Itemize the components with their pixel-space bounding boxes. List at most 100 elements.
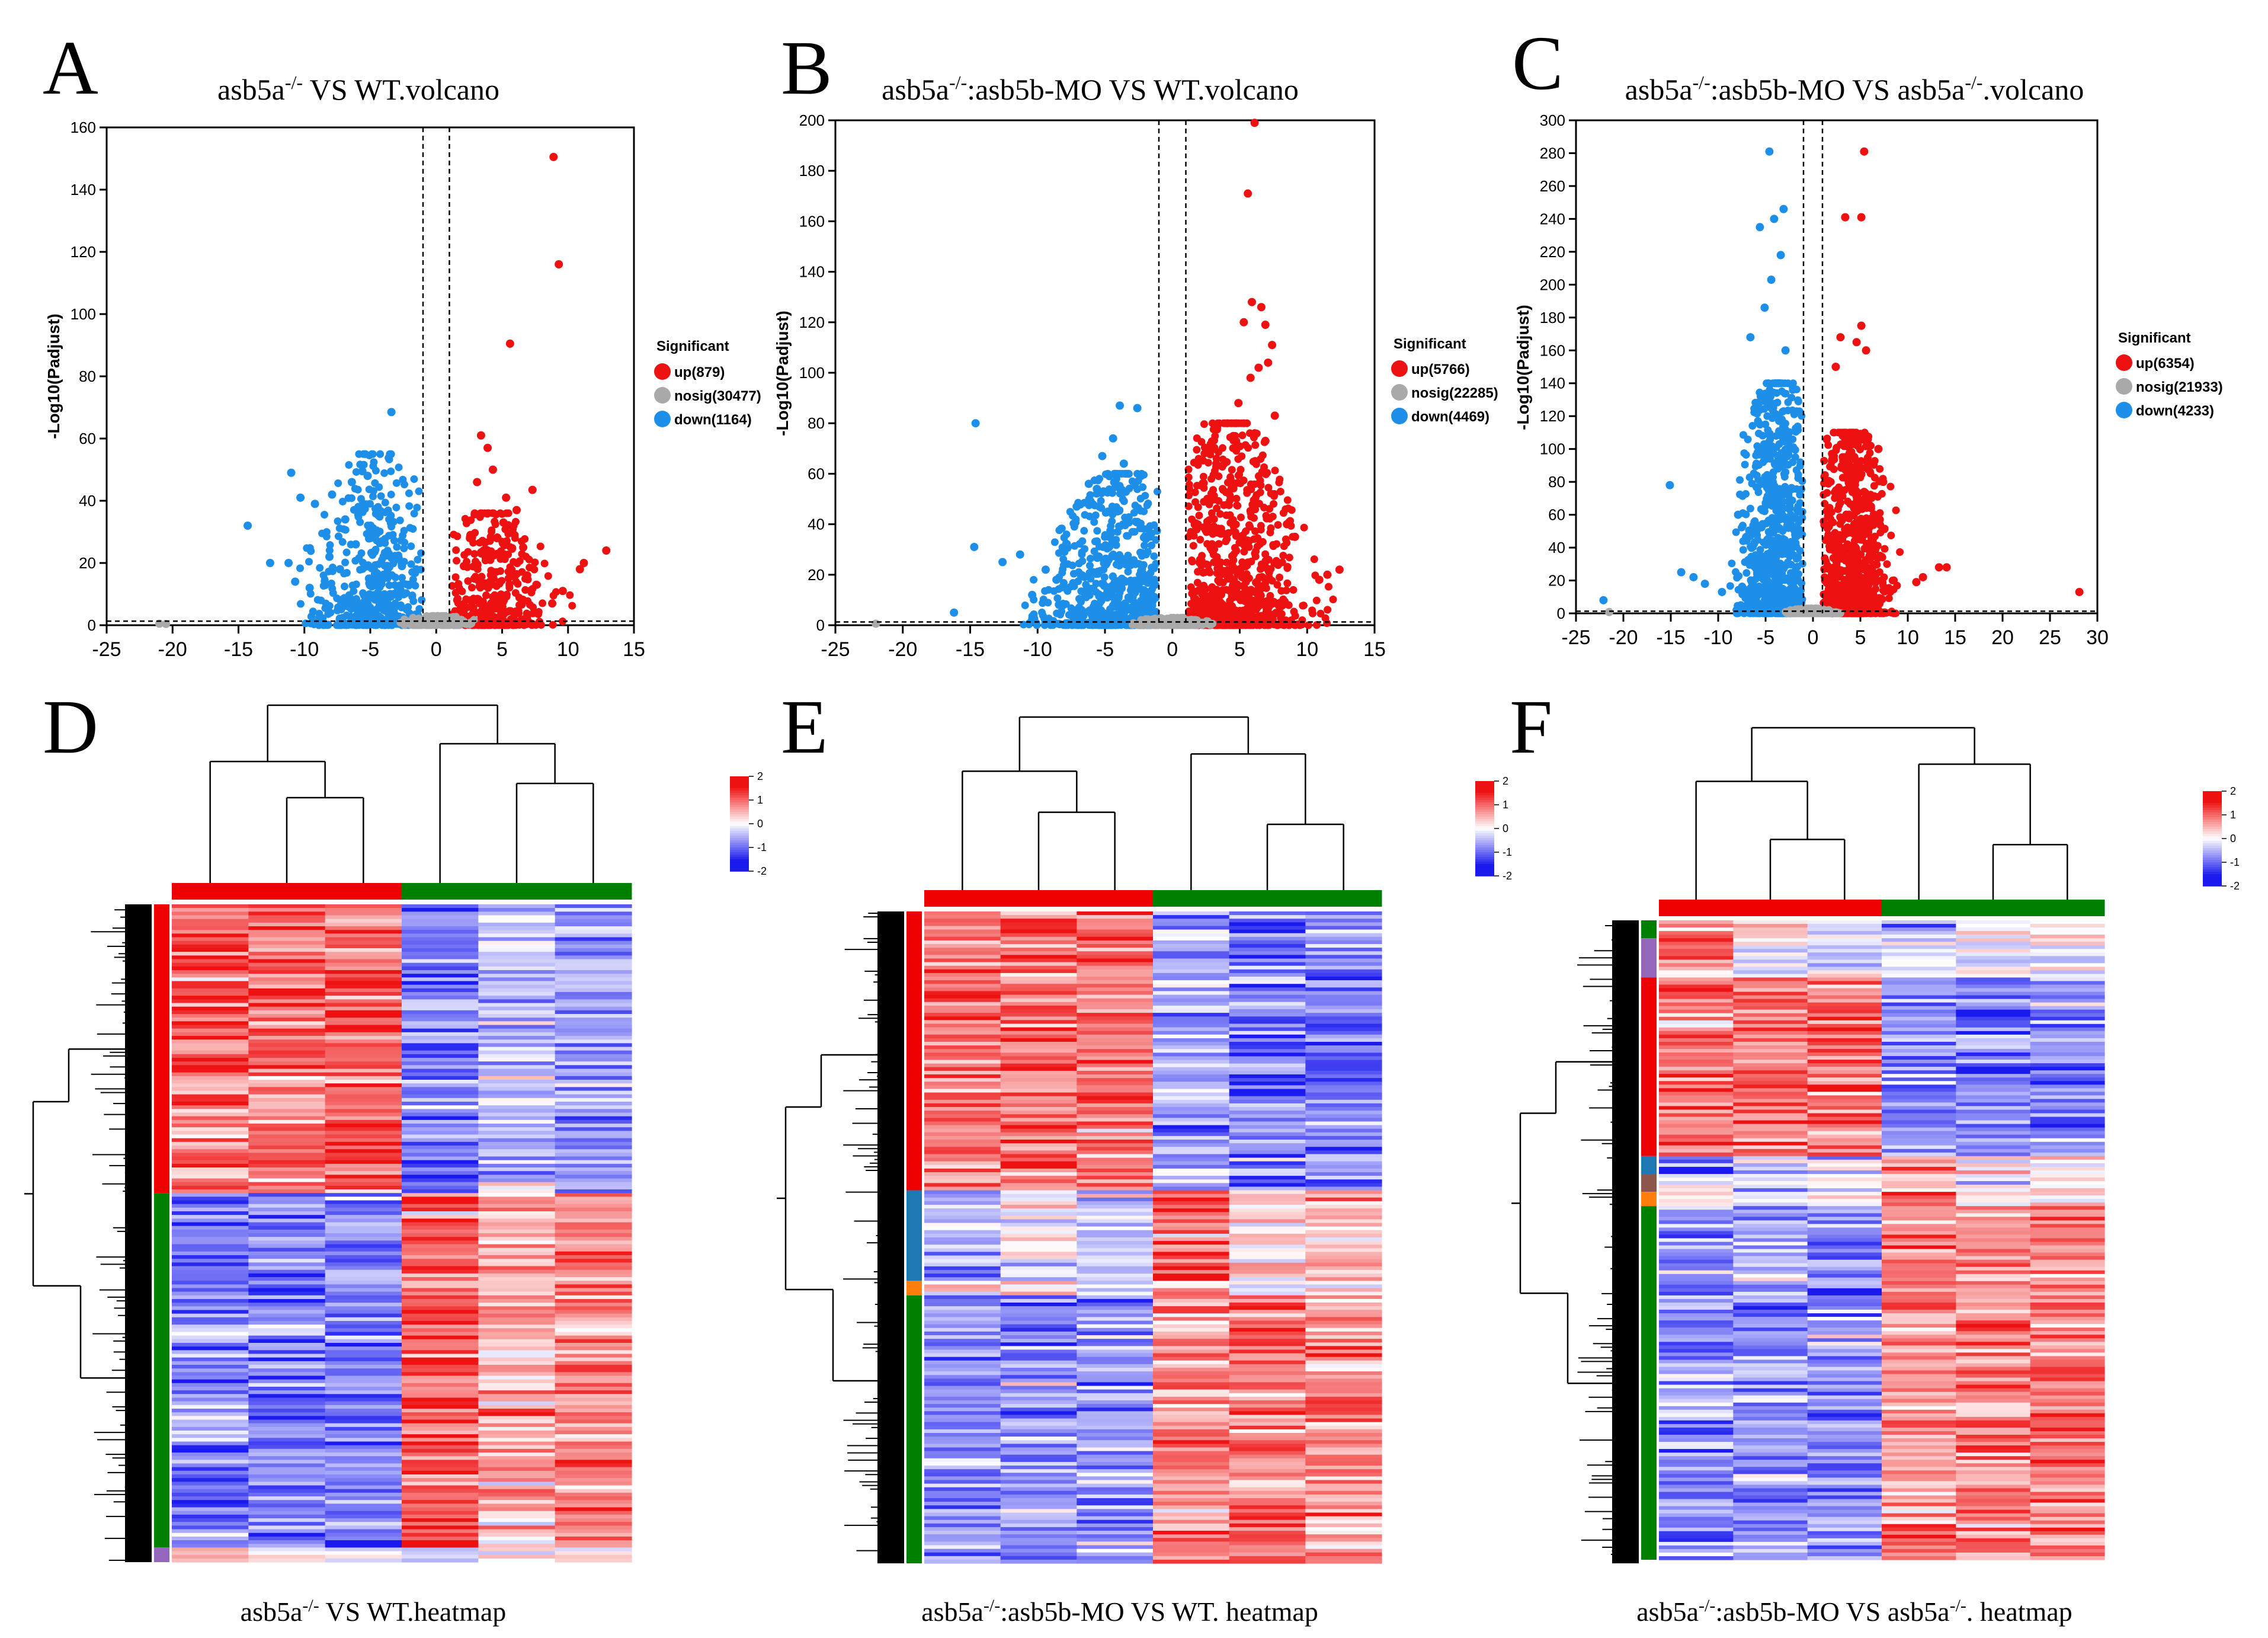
up-point (1223, 419, 1232, 427)
up-point (462, 519, 470, 527)
up-point (1229, 593, 1237, 602)
down-point (328, 567, 337, 575)
down-point (1059, 555, 1068, 564)
up-point (1244, 444, 1252, 452)
y-tick-label: 120 (1540, 407, 1565, 425)
up-point (1851, 440, 1859, 449)
up-point (1256, 582, 1264, 590)
x-tick-label: 0 (1808, 626, 1819, 649)
up-point (1234, 471, 1242, 479)
down-point (341, 582, 349, 590)
down-point (350, 616, 358, 624)
up-point (1200, 420, 1208, 428)
y-tick-label: 80 (1548, 473, 1565, 491)
down-point (398, 574, 406, 582)
up-point (1321, 614, 1330, 622)
y-tick-label: 40 (808, 516, 825, 533)
up-point (534, 607, 543, 616)
up-point (1287, 506, 1296, 514)
down-point (1742, 533, 1750, 541)
up-point (1234, 399, 1243, 408)
up-point (1190, 587, 1198, 596)
down-point (1736, 476, 1744, 484)
nosig-point (1173, 618, 1182, 627)
down-point (316, 564, 324, 572)
up-point (1276, 573, 1284, 581)
y-tick-label: 40 (79, 492, 96, 510)
up-point (1323, 570, 1332, 579)
y-tick-label: 60 (1548, 506, 1565, 524)
up-point (1199, 479, 1207, 488)
up-point (470, 550, 479, 558)
down-point (1778, 593, 1786, 601)
down-point (1150, 521, 1158, 529)
down-point (353, 595, 361, 603)
down-point (315, 613, 323, 622)
up-point (462, 595, 470, 603)
down-point (407, 542, 415, 551)
down-point (371, 466, 380, 475)
y-tick-label: 20 (808, 566, 825, 584)
up-point (1829, 554, 1837, 562)
down-point (410, 510, 418, 518)
nosig-point (451, 619, 460, 628)
up-point (526, 601, 534, 609)
down-point (1760, 457, 1768, 465)
down-point (387, 523, 396, 531)
up-point (1210, 436, 1219, 444)
up-point (1199, 472, 1207, 481)
up-point (476, 431, 485, 440)
up-point (1194, 503, 1202, 511)
y-tick-label: 0 (816, 616, 825, 634)
y-tick-label: 20 (79, 554, 96, 572)
down-point (971, 419, 980, 428)
down-point (1143, 501, 1151, 510)
up-point (504, 530, 512, 538)
up-point (518, 550, 526, 558)
down-point (387, 511, 395, 520)
up-point (1240, 548, 1248, 556)
up-point (1239, 476, 1248, 485)
up-point (1209, 600, 1218, 609)
down-point (387, 490, 395, 498)
up-point (1213, 564, 1222, 572)
down-point (1109, 489, 1117, 497)
down-point (385, 549, 393, 558)
up-point (517, 600, 525, 609)
up-point (1316, 609, 1325, 618)
up-point (491, 517, 499, 526)
down-point (296, 493, 305, 502)
down-point (1762, 475, 1770, 484)
down-point (1794, 397, 1802, 405)
up-point (1224, 529, 1232, 537)
up-point (1827, 478, 1835, 486)
y-tick-label: 60 (79, 430, 96, 447)
down-point (405, 502, 414, 510)
down-point (371, 561, 379, 569)
down-point (401, 538, 409, 546)
down-point (1059, 579, 1068, 587)
legend-b-nosig-swatch (1391, 384, 1408, 401)
down-point (1091, 501, 1099, 510)
up-point (1216, 510, 1224, 518)
up-point (1226, 491, 1234, 500)
down-point (1793, 572, 1801, 581)
down-point (1039, 596, 1047, 603)
up-point (1822, 536, 1831, 544)
down-point (1062, 600, 1070, 608)
down-point (1798, 514, 1806, 522)
down-point (1100, 609, 1109, 618)
y-tick-label: 280 (1540, 144, 1565, 162)
y-tick-label: 160 (799, 212, 825, 230)
up-point (478, 578, 486, 586)
up-point (1219, 455, 1227, 463)
up-point (489, 509, 498, 517)
up-point (1247, 297, 1256, 306)
down-point (411, 581, 419, 590)
up-point (494, 604, 502, 613)
down-point (1742, 510, 1750, 519)
down-point (1756, 444, 1764, 452)
down-point (1775, 416, 1783, 424)
up-point (1234, 501, 1242, 510)
up-point (575, 565, 584, 574)
